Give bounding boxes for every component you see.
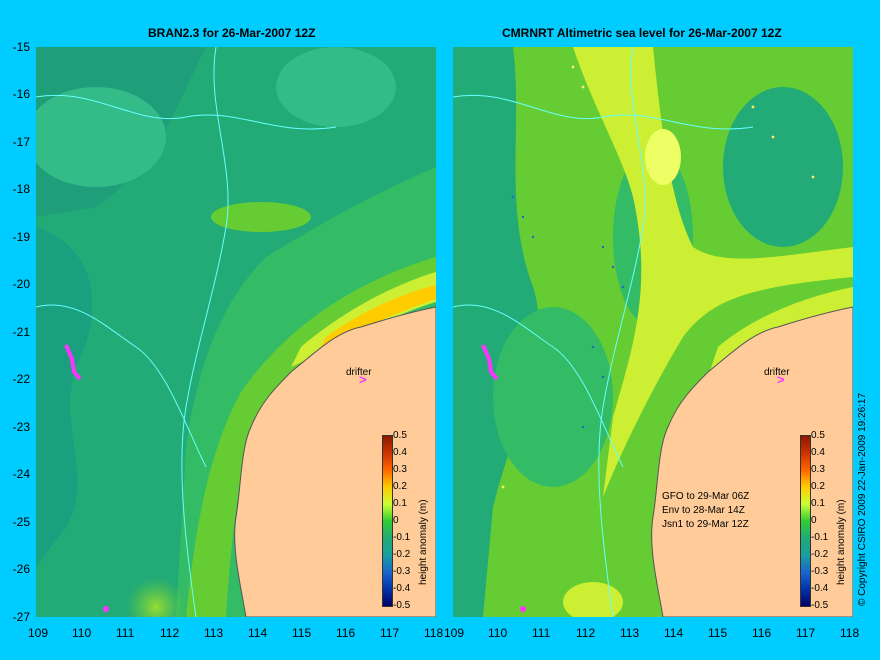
legend-jsn1: Jsn1 to 29-Mar 12Z bbox=[662, 519, 749, 530]
x-label: 115 bbox=[708, 626, 728, 640]
x-label: 114 bbox=[248, 626, 268, 640]
y-label: -25 bbox=[12, 515, 30, 529]
copyright-text: © Copyright CSIRO 2009 22-Jan-2009 19:26… bbox=[857, 392, 868, 606]
cbar-tick: 0.1 bbox=[811, 498, 825, 509]
cbar-tick: -0.5 bbox=[393, 600, 411, 611]
cbar-tick: 0.2 bbox=[393, 481, 407, 492]
x-label: 109 bbox=[28, 626, 49, 640]
y-label: -23 bbox=[12, 420, 30, 434]
colorbar-label-left: height anomaly (m) bbox=[418, 499, 429, 585]
cbar-tick: -0.2 bbox=[393, 549, 411, 560]
drifter-label-left: drifter bbox=[346, 367, 372, 378]
x-label: 111 bbox=[116, 626, 135, 640]
y-label: -24 bbox=[12, 467, 30, 481]
satellite-legend: GFO to 29-Mar 06Z Env to 28-Mar 14Z Jsn1… bbox=[662, 490, 749, 532]
cbar-tick: 0 bbox=[393, 515, 399, 526]
legend-gfo: GFO to 29-Mar 06Z bbox=[662, 491, 750, 502]
y-label: -15 bbox=[12, 40, 30, 54]
x-label: 112 bbox=[160, 626, 180, 640]
drifter-arrow-icon: > bbox=[359, 372, 367, 387]
cbar-tick: 0.5 bbox=[393, 430, 407, 441]
colorbar-right bbox=[800, 435, 811, 607]
y-label: -17 bbox=[12, 135, 30, 149]
cbar-tick: -0.4 bbox=[811, 583, 829, 594]
cbar-tick: 0.2 bbox=[811, 481, 825, 492]
y-label: -20 bbox=[12, 277, 30, 291]
cbar-tick: -0.5 bbox=[811, 600, 829, 611]
x-label: 113 bbox=[620, 626, 640, 640]
x-label: 110 bbox=[488, 626, 508, 640]
altimeter-tracks bbox=[511, 195, 625, 429]
cbar-tick: 0.4 bbox=[811, 447, 825, 458]
left-map bbox=[36, 47, 436, 617]
cbar-tick: -0.1 bbox=[811, 532, 829, 543]
x-label: 114 bbox=[664, 626, 684, 640]
drifter-arrow-icon: > bbox=[777, 372, 785, 387]
x-label: 110 bbox=[72, 626, 92, 640]
cbar-tick: -0.3 bbox=[811, 566, 829, 577]
cbar-tick: -0.4 bbox=[393, 583, 411, 594]
cbar-tick: 0.1 bbox=[393, 498, 407, 509]
x-label: 116 bbox=[752, 626, 772, 640]
drifter-label-right: drifter bbox=[764, 367, 790, 378]
right-map-panel bbox=[453, 47, 853, 617]
x-label: 117 bbox=[796, 626, 816, 640]
colorbar-left bbox=[382, 435, 393, 607]
left-panel-title: BRAN2.3 for 26-Mar-2007 12Z bbox=[148, 26, 316, 40]
x-label: 111 bbox=[532, 626, 551, 640]
cbar-tick: 0.3 bbox=[811, 464, 825, 475]
y-label: -27 bbox=[12, 610, 30, 624]
right-map bbox=[453, 47, 853, 617]
y-label: -16 bbox=[12, 87, 30, 101]
x-label: 109 bbox=[444, 626, 465, 640]
y-label: -18 bbox=[12, 182, 30, 196]
x-label: 118 bbox=[424, 626, 444, 640]
cbar-tick: -0.1 bbox=[393, 532, 411, 543]
altimeter-tracks-gfo bbox=[501, 65, 815, 489]
y-label: -21 bbox=[12, 325, 30, 339]
y-label: -22 bbox=[12, 372, 30, 386]
cbar-tick: 0.4 bbox=[393, 447, 407, 458]
cbar-tick: 0.5 bbox=[811, 430, 825, 441]
right-panel-title: CMRNRT Altimetric sea level for 26-Mar-2… bbox=[502, 26, 782, 40]
x-label: 112 bbox=[576, 626, 596, 640]
x-label: 118 bbox=[840, 626, 860, 640]
legend-env: Env to 28-Mar 14Z bbox=[662, 505, 745, 516]
y-label: -19 bbox=[12, 230, 30, 244]
x-label: 117 bbox=[380, 626, 400, 640]
x-label: 113 bbox=[204, 626, 224, 640]
cbar-tick: 0.3 bbox=[393, 464, 407, 475]
x-label: 115 bbox=[292, 626, 312, 640]
colorbar-label-right: height anomaly (m) bbox=[836, 499, 847, 585]
cbar-tick: -0.3 bbox=[393, 566, 411, 577]
x-label: 116 bbox=[336, 626, 356, 640]
cbar-tick: -0.2 bbox=[811, 549, 829, 560]
left-map-panel bbox=[36, 47, 436, 617]
cbar-tick: 0 bbox=[811, 515, 817, 526]
y-label: -26 bbox=[12, 562, 30, 576]
